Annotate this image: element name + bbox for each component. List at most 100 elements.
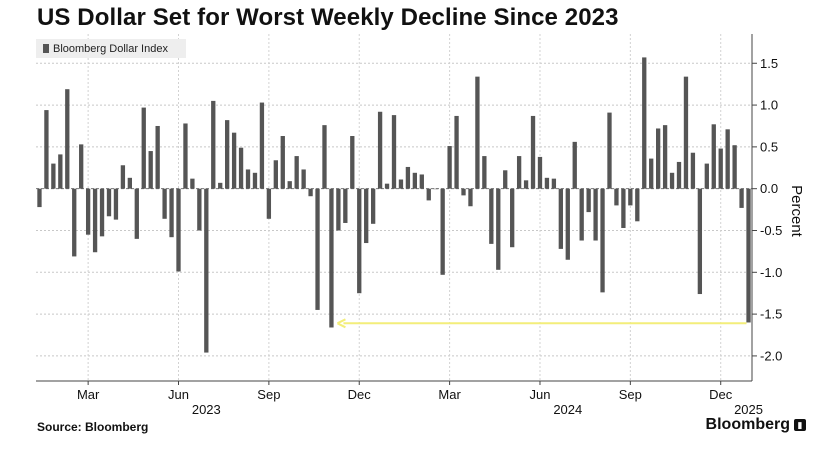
bar [586, 188, 591, 213]
bar [516, 156, 522, 189]
bar [364, 188, 369, 244]
bar [377, 111, 383, 189]
x-tick-label: Jun [168, 387, 189, 402]
bar [558, 188, 563, 249]
y-tick-label: -0.5 [760, 223, 782, 238]
bar [294, 156, 299, 189]
bar [676, 161, 682, 189]
bar [336, 188, 341, 231]
bar [711, 124, 716, 189]
x-year-label: 2024 [553, 402, 582, 417]
y-tick-label: 0.5 [760, 139, 778, 154]
legend-background [36, 39, 186, 58]
bar [440, 188, 445, 275]
y-axis-label: Percent [788, 185, 805, 238]
x-tick-label: Mar [438, 387, 461, 402]
bar [322, 125, 327, 189]
bar [315, 188, 320, 310]
bar [607, 112, 612, 189]
bar [113, 188, 119, 220]
bars-layer [37, 57, 751, 353]
y-tick-label: -1.5 [760, 307, 782, 322]
bar [725, 129, 730, 189]
bar [732, 145, 737, 189]
bar [58, 154, 63, 189]
bar [635, 188, 640, 222]
bar [579, 188, 584, 241]
bar [642, 57, 647, 189]
bar [426, 188, 431, 201]
bar [231, 132, 237, 189]
bar [405, 166, 411, 189]
bar [357, 188, 362, 294]
x-tick-label: Dec [348, 387, 372, 402]
bar [551, 178, 557, 189]
bar [412, 172, 418, 189]
bar [211, 100, 216, 189]
bar [85, 188, 91, 235]
bar [419, 174, 424, 189]
bar [704, 163, 709, 189]
bar [148, 151, 153, 189]
bar [628, 188, 633, 206]
bar [72, 188, 77, 257]
bar [155, 125, 160, 189]
bar [384, 183, 390, 189]
bar [238, 147, 244, 189]
axis-layer: 1.5 1.0 0.5 0.0 -0.5 -1.0 -1.5 -2.0 Mar Jun Sep Dec… [36, 34, 782, 417]
bar [252, 172, 258, 189]
bar [572, 141, 577, 189]
bar [433, 188, 438, 190]
bar [329, 188, 334, 328]
x-tick-label: Jun [529, 387, 550, 402]
x-year-label: 2023 [192, 402, 221, 417]
bar [669, 172, 675, 189]
bar [134, 188, 139, 239]
bar [454, 115, 459, 189]
bar [127, 177, 132, 189]
bar [370, 188, 376, 224]
bar [65, 89, 70, 189]
bar [99, 188, 105, 237]
legend: Bloomberg Dollar Index [36, 39, 186, 58]
bar [197, 188, 202, 231]
bar [739, 188, 744, 208]
bar [176, 188, 181, 272]
x-year-label: 2025 [734, 402, 763, 417]
bar [649, 158, 654, 189]
bar [447, 146, 452, 189]
bar [225, 120, 230, 189]
bar [51, 163, 56, 189]
bar [475, 76, 480, 189]
bar [600, 188, 605, 293]
bar [621, 188, 626, 228]
source-note: Source: Bloomberg [37, 420, 149, 434]
brand-text: Bloomberg [705, 416, 790, 433]
bar [266, 188, 272, 219]
x-tick-label: Sep [257, 387, 280, 402]
bar [308, 188, 313, 197]
bar [37, 188, 42, 208]
bar [482, 156, 487, 189]
bar [218, 182, 223, 189]
bar [503, 170, 508, 189]
bar [656, 128, 661, 189]
chart-title: US Dollar Set for Worst Weekly Decline S… [37, 4, 619, 31]
bar [204, 188, 209, 353]
bar [259, 102, 265, 189]
bar [565, 188, 570, 260]
bar [280, 136, 285, 189]
bar [245, 169, 251, 189]
y-tick-label: 1.0 [760, 98, 778, 113]
bar [287, 181, 292, 189]
bar [273, 160, 278, 189]
brand-chart-icon: ▮ [794, 419, 806, 431]
bar [190, 178, 195, 189]
bar [141, 107, 146, 189]
bar [523, 180, 529, 189]
bar [662, 125, 668, 189]
legend-swatch [43, 44, 49, 53]
bar [690, 152, 696, 189]
bar [593, 188, 598, 241]
